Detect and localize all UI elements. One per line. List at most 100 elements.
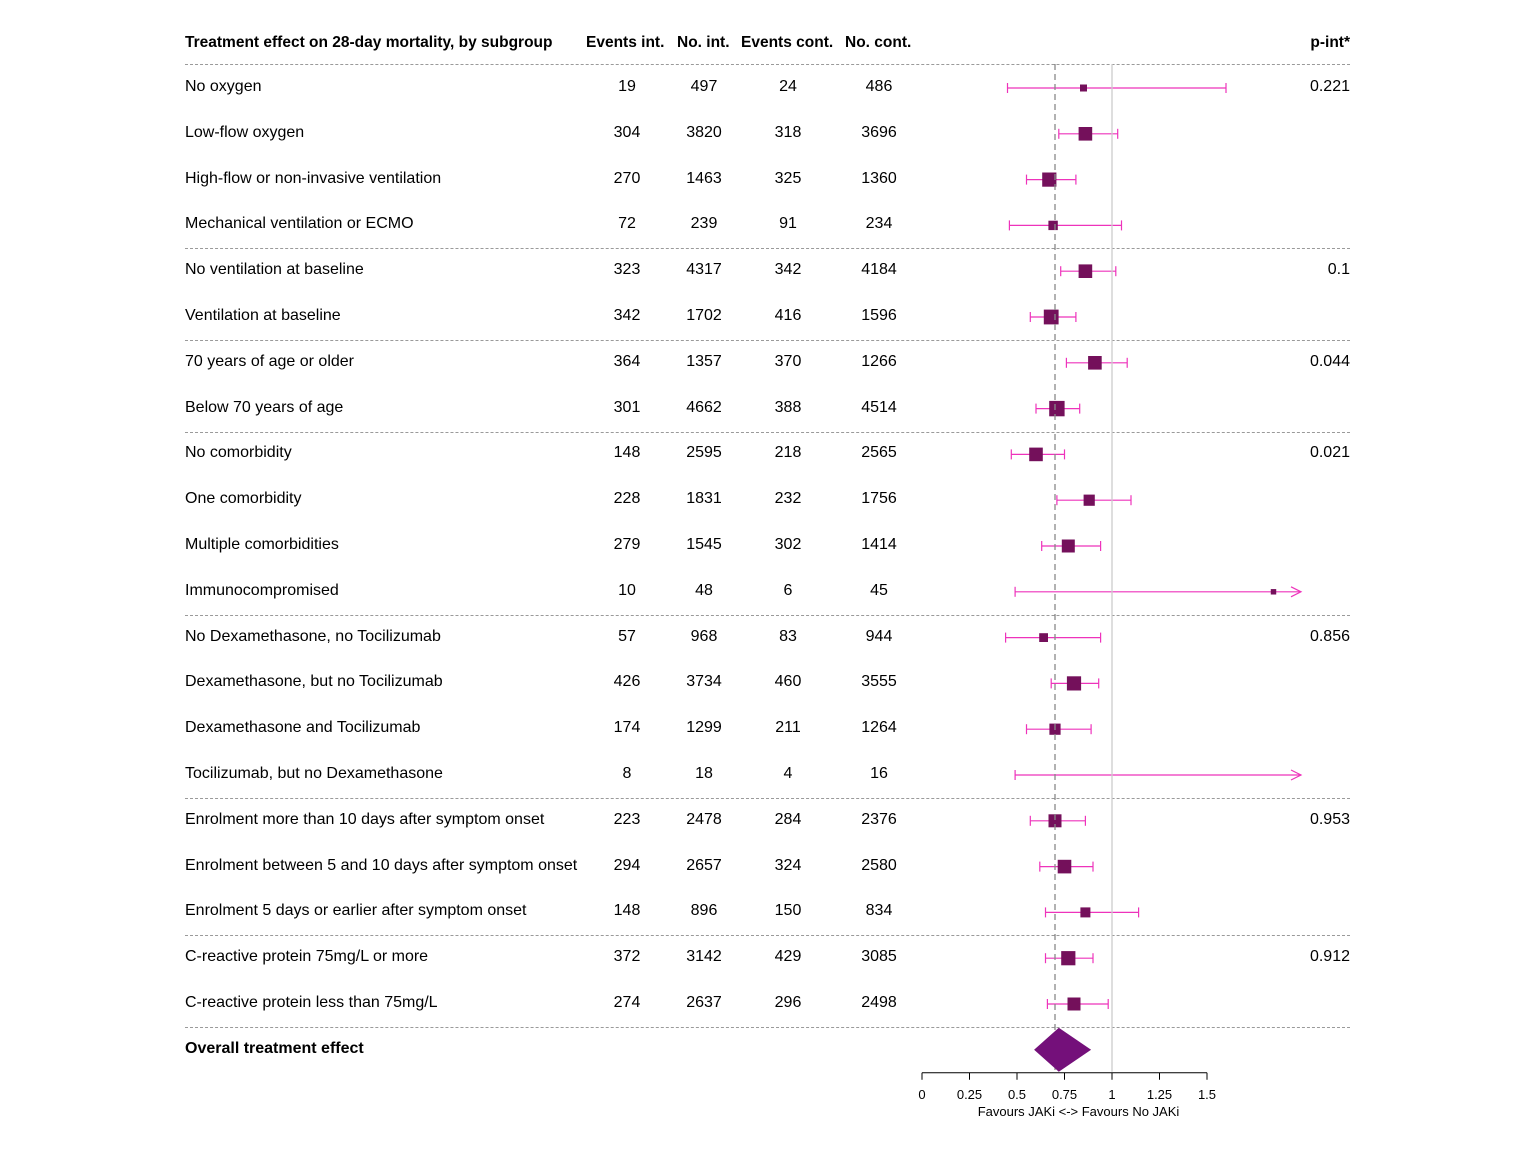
cell-events-cont: 91 [779, 215, 797, 233]
point-estimate-box [1061, 951, 1076, 966]
header-events-int: Events int. [586, 34, 665, 51]
overall-label: Overall treatment effect [185, 1039, 364, 1057]
point-estimate-box [1029, 447, 1043, 462]
cell-no-cont: 944 [865, 627, 893, 645]
subgroup-label: Dexamethasone, but no Tocilizumab [185, 673, 443, 691]
subgroup-label: High-flow or non-invasive ventilation [185, 169, 442, 187]
overall-diamond [1034, 1027, 1092, 1072]
cell-events-cont: 211 [775, 719, 801, 737]
point-estimate-box [1067, 997, 1081, 1011]
separator-line [185, 614, 1350, 616]
cell-no-cont: 2376 [861, 810, 897, 828]
cell-no-cont: 486 [865, 78, 893, 95]
cell-no-int: 48 [695, 581, 713, 599]
cell-no-int: 968 [690, 627, 718, 645]
point-estimate-box [1270, 589, 1277, 595]
cell-no-cont: 16 [870, 765, 888, 782]
cell-no-cont: 1596 [861, 307, 897, 324]
x-axis-label: Favours JAKi <-> Favours No JAKi [978, 1104, 1180, 1119]
subgroup-label: C-reactive protein 75mg/L or more [185, 948, 429, 966]
cell-events-cont: 416 [774, 307, 802, 324]
cell-events-cont: 460 [774, 673, 802, 691]
cell-events-int: 304 [613, 123, 641, 141]
cell-events-cont: 83 [779, 627, 797, 645]
cell-events-cont: 318 [774, 123, 802, 141]
subgroup-label: 70 years of age or older [185, 352, 354, 370]
point-estimate-box [1043, 309, 1059, 325]
x-tick-label: 0.75 [1052, 1087, 1077, 1102]
cell-no-cont: 3555 [861, 673, 897, 691]
cell-no-cont: 2498 [861, 994, 897, 1011]
cell-no-cont: 1360 [861, 169, 897, 187]
x-tick-label: 0.25 [957, 1087, 982, 1102]
subgroup-label: Immunocompromised [185, 581, 339, 599]
point-estimate-box [1042, 172, 1057, 187]
x-tick-label: 0.5 [1008, 1087, 1026, 1102]
p-interaction-value: 0.912 [1309, 948, 1350, 966]
cell-no-int: 239 [690, 215, 718, 233]
cell-no-cont: 3085 [861, 948, 897, 966]
cell-no-int: 3734 [686, 673, 722, 691]
cell-no-int: 1357 [686, 352, 722, 370]
point-estimate-box [1048, 814, 1062, 828]
cell-no-int: 4317 [686, 261, 722, 279]
header-title: Treatment effect on 28-day mortality, by… [185, 34, 553, 51]
cell-events-int: 301 [613, 398, 641, 416]
cell-events-int: 10 [618, 581, 636, 599]
cell-no-cont: 2565 [861, 444, 897, 462]
point-estimate-box [1061, 539, 1075, 553]
cell-no-int: 497 [690, 78, 718, 95]
separator-line [185, 64, 1350, 65]
p-interaction-value: 0.021 [1309, 444, 1350, 462]
cell-events-int: 148 [613, 902, 641, 920]
subgroup-label: Below 70 years of age [185, 398, 344, 416]
cell-events-cont: 296 [774, 994, 802, 1011]
cell-events-int: 426 [613, 673, 641, 691]
cell-no-int: 1831 [686, 490, 722, 508]
cell-events-int: 323 [613, 261, 641, 279]
separator-line [185, 431, 1350, 433]
cell-events-int: 274 [613, 994, 641, 1011]
cell-events-int: 270 [613, 169, 641, 187]
separator-line [185, 1026, 1350, 1028]
subgroup-label: Low-flow oxygen [185, 123, 305, 141]
cell-no-int: 3820 [686, 123, 722, 141]
cell-events-cont: 388 [774, 398, 802, 416]
ci-arrow [1290, 769, 1303, 781]
header-no-int: No. int. [677, 34, 730, 51]
cell-no-cont: 2580 [861, 856, 897, 874]
cell-no-cont: 1414 [861, 536, 897, 553]
cell-no-cont: 1266 [861, 352, 897, 370]
cell-events-int: 228 [613, 490, 641, 508]
cell-events-cont: 150 [774, 902, 802, 920]
subgroup-label: No ventilation at baseline [185, 261, 364, 279]
cell-events-int: 294 [613, 856, 641, 874]
x-tick-label: 1.5 [1198, 1087, 1216, 1102]
subgroup-label: C-reactive protein less than 75mg/L [185, 994, 438, 1011]
cell-no-int: 4662 [686, 398, 722, 416]
cell-no-int: 18 [695, 765, 713, 782]
cell-no-cont: 234 [865, 215, 893, 233]
cell-events-int: 57 [618, 627, 636, 645]
point-estimate-box [1078, 264, 1093, 278]
cell-events-cont: 324 [774, 856, 802, 874]
subgroup-label: No Dexamethasone, no Tocilizumab [185, 627, 441, 645]
separator-line [185, 339, 1350, 341]
cell-events-int: 372 [613, 948, 641, 966]
cell-events-cont: 342 [774, 261, 802, 279]
cell-events-cont: 232 [774, 490, 802, 508]
point-estimate-box [1039, 633, 1048, 642]
cell-no-cont: 3696 [861, 123, 897, 141]
cell-no-int: 2657 [686, 856, 722, 874]
cell-events-int: 8 [622, 765, 632, 782]
cell-no-int: 2595 [686, 444, 722, 462]
p-interaction-value: 0.856 [1309, 627, 1350, 645]
x-tick-label: 1.25 [1147, 1087, 1172, 1102]
point-estimate-box [1049, 400, 1065, 417]
cell-no-int: 2637 [686, 994, 722, 1011]
cell-events-cont: 370 [774, 352, 802, 370]
separator-line [185, 248, 1350, 250]
cell-events-cont: 302 [774, 536, 802, 553]
